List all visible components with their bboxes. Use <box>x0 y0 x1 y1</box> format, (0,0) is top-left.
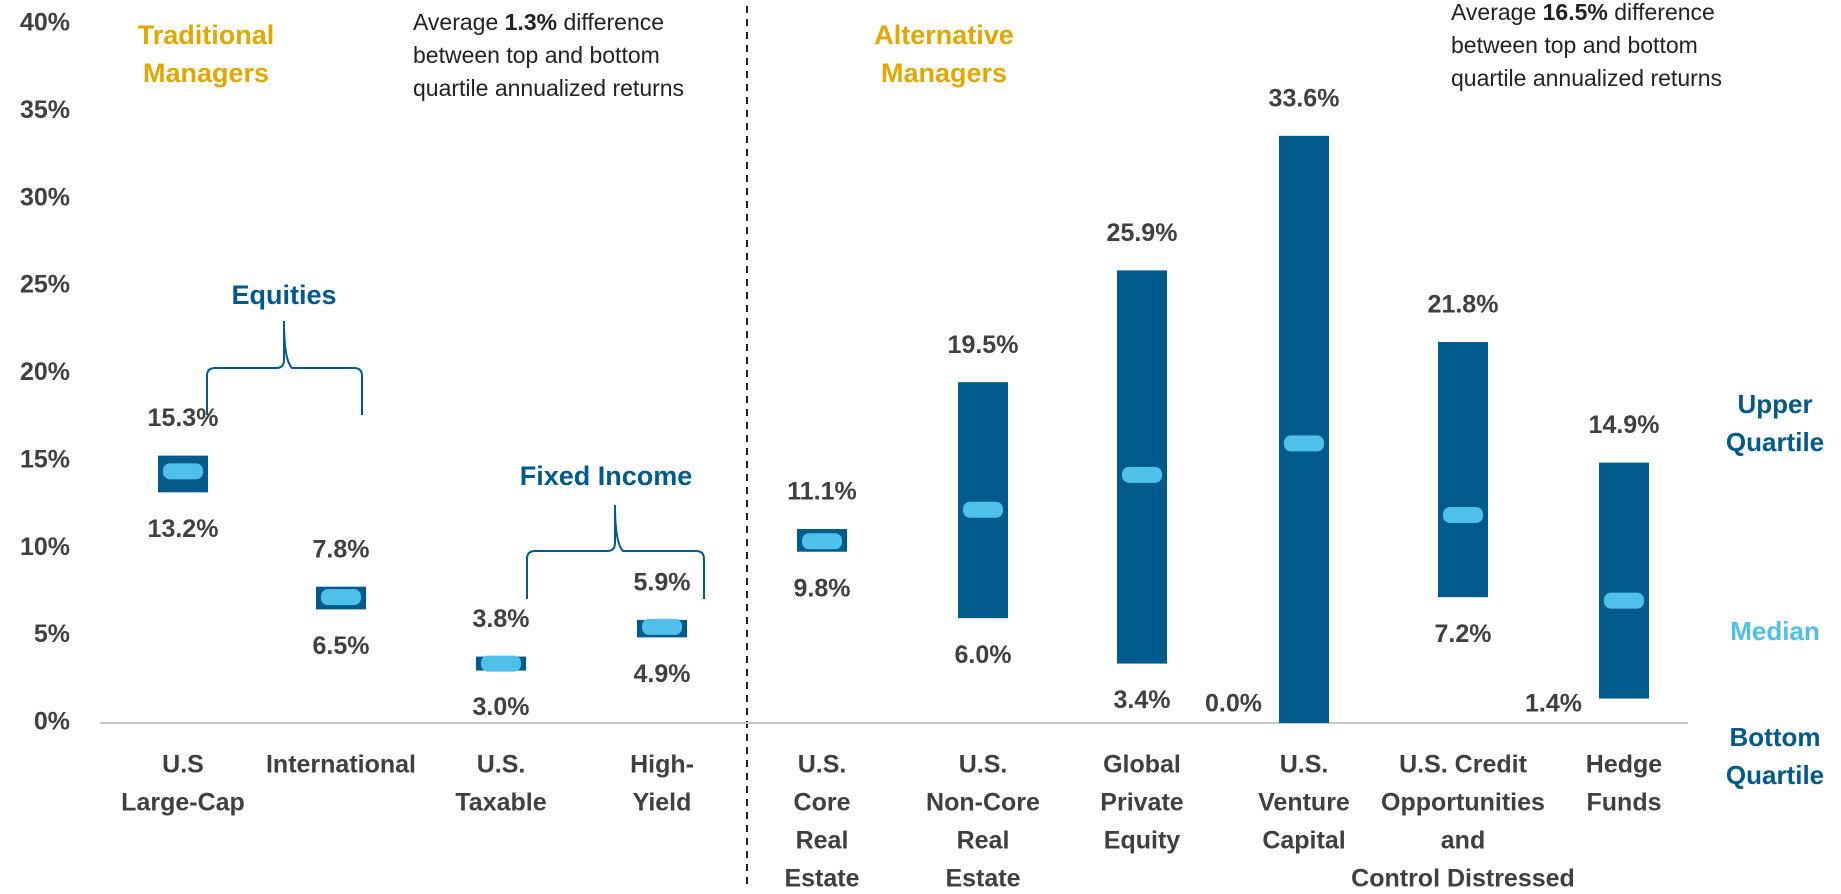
value-label: 15.3% <box>148 404 219 432</box>
range-bar <box>1599 462 1649 699</box>
median-mark <box>163 463 203 480</box>
legend-entry: Bottom Quartile <box>1725 722 1825 790</box>
median-mark <box>642 618 682 635</box>
x-tick-label: Opportunities <box>1381 789 1545 817</box>
equities-label: Equities <box>231 280 337 310</box>
x-tick-label: U.S <box>162 751 204 779</box>
value-label: 6.5% <box>313 632 370 660</box>
traditional-label: Traditional Managers <box>137 20 275 88</box>
note-value: 1.3% <box>504 9 558 35</box>
x-tick-label: High- <box>630 751 694 779</box>
x-tick-label: Real <box>957 827 1010 855</box>
x-tick-label: Yield <box>633 789 692 817</box>
range-bar <box>1438 342 1488 598</box>
value-label: 1.4% <box>1525 690 1582 718</box>
note-text: difference between top and bottom quarti… <box>1451 0 1723 91</box>
value-label: 14.9% <box>1589 411 1660 439</box>
value-label: 9.8% <box>794 574 851 602</box>
y-tick-label: 5% <box>34 620 70 648</box>
value-label: 6.0% <box>955 641 1012 669</box>
median-mark <box>802 533 842 550</box>
x-tick-label: International <box>266 751 416 779</box>
x-tick-label: U.S. Credit <box>1399 751 1527 779</box>
value-label: 21.8% <box>1428 291 1499 319</box>
note-text: Average <box>413 9 505 35</box>
y-tick-label: 30% <box>20 183 70 211</box>
value-label: 11.1% <box>787 478 857 506</box>
median-mark <box>321 589 361 606</box>
y-tick-label: 15% <box>20 445 70 473</box>
x-tick-label: Large-Cap <box>121 789 245 817</box>
x-tick-label: U.S. <box>1280 751 1329 779</box>
equities-bracket <box>206 320 363 415</box>
fixed-income-label: Fixed Income <box>519 461 693 491</box>
value-label: 0.0% <box>1205 690 1262 718</box>
x-tick-label: Control Distressed <box>1351 865 1575 893</box>
fixed-income-bracket <box>526 504 705 599</box>
y-tick-label: 25% <box>20 271 70 299</box>
value-label: 25.9% <box>1107 219 1178 247</box>
x-tick-label: Global <box>1103 751 1181 779</box>
x-tick-label: Capital <box>1262 827 1345 855</box>
median-mark <box>963 501 1003 518</box>
range-bar <box>1279 135 1329 724</box>
legend-entry: Median <box>1730 616 1820 646</box>
x-tick-label: Hedge <box>1586 751 1663 779</box>
value-label: 13.2% <box>148 515 219 543</box>
value-label: 33.6% <box>1269 84 1340 112</box>
x-tick-label: Private <box>1100 789 1183 817</box>
x-tick-label: Venture <box>1258 789 1350 817</box>
value-label: 3.4% <box>1114 686 1171 714</box>
note-text: Average <box>1451 0 1543 25</box>
legend-entry: Upper Quartile <box>1725 389 1825 457</box>
value-label: 4.9% <box>634 660 691 688</box>
y-tick-label: 10% <box>20 533 70 561</box>
y-tick-label: 40% <box>20 9 70 37</box>
median-mark <box>1604 592 1644 609</box>
alternative-label: Alternative Managers <box>874 20 1014 88</box>
x-tick-label: U.S. <box>959 751 1008 779</box>
value-label: 7.8% <box>313 535 370 563</box>
note-value: 16.5% <box>1542 0 1608 25</box>
range-bar <box>958 382 1008 619</box>
value-label: 3.8% <box>473 605 530 633</box>
median-mark <box>1284 435 1324 452</box>
value-label: 3.0% <box>473 693 530 721</box>
x-tick-label: Real <box>796 827 849 855</box>
note: Average 16.5% difference between top and… <box>1451 0 1761 95</box>
value-label: 19.5% <box>948 331 1019 359</box>
x-tick-label: Funds <box>1587 789 1662 817</box>
x-tick-label: and <box>1441 827 1485 855</box>
y-tick-label: 35% <box>20 96 70 124</box>
note: Average 1.3% difference between top and … <box>413 6 723 105</box>
y-tick-label: 20% <box>20 358 70 386</box>
x-tick-label: U.S. <box>477 751 526 779</box>
x-tick-label: Non-Core <box>926 789 1040 817</box>
value-label: 5.9% <box>634 569 691 597</box>
x-tick-label: Equity <box>1104 827 1180 855</box>
value-label: 7.2% <box>1435 620 1492 648</box>
median-mark <box>481 655 521 672</box>
x-tick-label: Estate <box>945 865 1020 893</box>
x-tick-label: U.S. <box>798 751 847 779</box>
y-tick-label: 0% <box>34 708 70 736</box>
x-tick-label: Taxable <box>455 789 546 817</box>
median-mark <box>1122 466 1162 483</box>
x-tick-label: Core <box>794 789 851 817</box>
x-tick-label: Estate <box>784 865 859 893</box>
median-mark <box>1443 507 1483 524</box>
note-text: difference between top and bottom quarti… <box>413 9 685 101</box>
